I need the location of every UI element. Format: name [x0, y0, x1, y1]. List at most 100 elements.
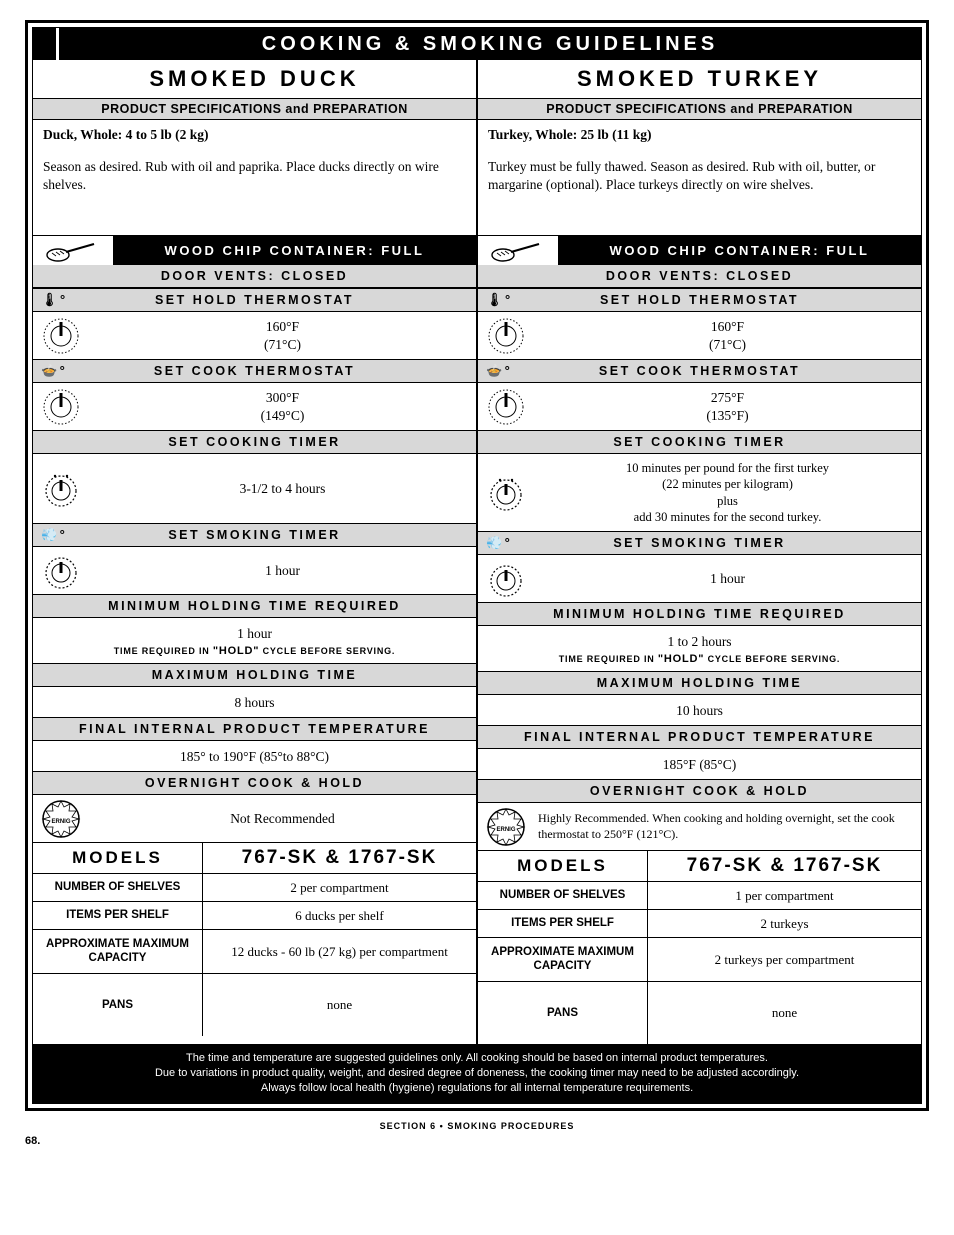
- turkey-items-val: 2 turkeys: [648, 910, 921, 937]
- turkey-cook-therm-header: 🍲°SET COOK THERMOSTAT: [478, 360, 921, 383]
- duck-overnight-header: OVERNIGHT COOK & HOLD: [33, 772, 476, 795]
- turkey-models-row: MODELS 767-SK & 1767-SK: [478, 851, 921, 882]
- duck-smoke-timer-header: 💨°SET SMOKING TIMER: [33, 524, 476, 547]
- thermostat-icon: 🌡°: [486, 292, 513, 308]
- scoop-icon: [33, 236, 113, 265]
- duck-cook-timer-val: 3-1/2 to 4 hours: [89, 474, 476, 504]
- duck-hold-therm-val: 160°F(71°C): [89, 312, 476, 359]
- duck-capacity-label: APPROXIMATE MAXIMUM CAPACITY: [33, 930, 203, 973]
- duck-overnight-val: Not Recommended: [89, 804, 476, 834]
- svg-text:ERNIG: ERNIG: [496, 827, 515, 833]
- duck-wood-label: WOOD CHIP CONTAINER: FULL: [113, 236, 476, 265]
- dial-icon: [33, 386, 89, 428]
- turkey-smoke-timer-header: 💨°SET SMOKING TIMER: [478, 532, 921, 555]
- timer-icon: [33, 468, 89, 510]
- duck-spec-body: Duck, Whole: 4 to 5 lb (2 kg) Season as …: [33, 120, 476, 235]
- duck-spec-line: Duck, Whole: 4 to 5 lb (2 kg): [43, 127, 209, 142]
- turkey-min-hold-header: MINIMUM HOLDING TIME REQUIRED: [478, 603, 921, 626]
- dial-icon: [478, 315, 534, 357]
- turkey-overnight-val: Highly Recommended. When cooking and hol…: [534, 805, 921, 848]
- page-number: 68.: [25, 1135, 929, 1147]
- turkey-spec-text: Turkey must be fully thawed. Season as d…: [488, 158, 911, 194]
- duck-hold-therm-header: 🌡°SET HOLD THERMOSTAT: [33, 288, 476, 312]
- turkey-capacity-label: APPROXIMATE MAXIMUM CAPACITY: [478, 938, 648, 981]
- section-footer: SECTION 6 • SMOKING PROCEDURES: [25, 1121, 929, 1131]
- turkey-cook-timer-header: SET COOKING TIMER: [478, 431, 921, 454]
- duck-title: SMOKED DUCK: [33, 60, 476, 99]
- turkey-models-label: MODELS: [478, 851, 648, 881]
- duck-min-hold-header: MINIMUM HOLDING TIME REQUIRED: [33, 595, 476, 618]
- content-frame: COOKING & SMOKING GUIDELINES SMOKED DUCK…: [32, 27, 922, 1104]
- turkey-shelves-val: 1 per compartment: [648, 882, 921, 909]
- banner-title: COOKING & SMOKING GUIDELINES: [59, 28, 921, 60]
- turkey-spec-header: PRODUCT SPECIFICATIONS and PREPARATION: [478, 99, 921, 120]
- turkey-hold-therm-val: 160°F(71°C): [534, 312, 921, 359]
- turkey-smoke-timer-val: 1 hour: [534, 564, 921, 594]
- turkey-final-temp-header: FINAL INTERNAL PRODUCT TEMPERATURE: [478, 726, 921, 749]
- duck-cook-therm-val: 300°F(149°C): [89, 383, 476, 430]
- turkey-overnight-row: ERNIG Highly Recommended. When cooking a…: [478, 803, 921, 851]
- duck-cook-timer-row: 3-1/2 to 4 hours: [33, 454, 476, 524]
- thermostat-icon: 🌡°: [41, 292, 68, 308]
- duck-shelves-row: NUMBER OF SHELVES 2 per compartment: [33, 874, 476, 902]
- thermostat-icon: 🍲°: [41, 363, 67, 379]
- duck-models-label: MODELS: [33, 843, 203, 873]
- duck-capacity-row: APPROXIMATE MAXIMUM CAPACITY 12 ducks - …: [33, 930, 476, 974]
- turkey-wood-row: WOOD CHIP CONTAINER: FULL: [478, 235, 921, 265]
- duck-cook-timer-header: SET COOKING TIMER: [33, 431, 476, 454]
- overnight-badge-icon: ERNIG: [33, 797, 89, 841]
- duck-hold-therm-row: 160°F(71°C): [33, 312, 476, 360]
- turkey-max-hold-header: MAXIMUM HOLDING TIME: [478, 672, 921, 695]
- thermostat-icon: 🍲°: [486, 363, 512, 379]
- dial-icon: [33, 315, 89, 357]
- turkey-final-temp-val: 185°F (85°C): [478, 749, 921, 780]
- duck-cook-therm-row: 300°F(149°C): [33, 383, 476, 431]
- turkey-cook-timer-val: 10 minutes per pound for the first turke…: [534, 454, 921, 531]
- duck-final-temp-val: 185° to 190°F (85°to 88°C): [33, 741, 476, 772]
- disclaimer: The time and temperature are suggested g…: [33, 1044, 921, 1103]
- turkey-pans-label: PANS: [478, 982, 648, 1044]
- turkey-capacity-row: APPROXIMATE MAXIMUM CAPACITY 2 turkeys p…: [478, 938, 921, 982]
- turkey-column: SMOKED TURKEY PRODUCT SPECIFICATIONS and…: [478, 60, 921, 1044]
- duck-spec-header: PRODUCT SPECIFICATIONS and PREPARATION: [33, 99, 476, 120]
- turkey-models-val: 767-SK & 1767-SK: [648, 851, 921, 881]
- turkey-smoke-timer-row: 1 hour: [478, 555, 921, 603]
- turkey-shelves-row: NUMBER OF SHELVES 1 per compartment: [478, 882, 921, 910]
- duck-items-row: ITEMS PER SHELF 6 ducks per shelf: [33, 902, 476, 930]
- banner: COOKING & SMOKING GUIDELINES: [33, 28, 921, 60]
- duck-pans-val: none: [203, 974, 476, 1036]
- duck-items-label: ITEMS PER SHELF: [33, 902, 203, 929]
- duck-max-hold-header: MAXIMUM HOLDING TIME: [33, 664, 476, 687]
- turkey-cook-timer-row: 10 minutes per pound for the first turke…: [478, 454, 921, 532]
- timer-icon: [478, 472, 534, 514]
- turkey-title: SMOKED TURKEY: [478, 60, 921, 99]
- duck-column: SMOKED DUCK PRODUCT SPECIFICATIONS and P…: [33, 60, 478, 1044]
- turkey-spec-line: Turkey, Whole: 25 lb (11 kg): [488, 127, 652, 142]
- duck-min-hold-val: 1 hour TIME REQUIRED IN "HOLD" CYCLE BEF…: [33, 618, 476, 664]
- turkey-hold-therm-row: 160°F(71°C): [478, 312, 921, 360]
- turkey-items-label: ITEMS PER SHELF: [478, 910, 648, 937]
- duck-smoke-timer-row: 1 hour: [33, 547, 476, 595]
- smoke-icon: 💨°: [486, 535, 512, 551]
- turkey-cook-therm-val: 275°F(135°F): [534, 383, 921, 430]
- turkey-hold-therm-header: 🌡°SET HOLD THERMOSTAT: [478, 288, 921, 312]
- turkey-items-row: ITEMS PER SHELF 2 turkeys: [478, 910, 921, 938]
- columns: SMOKED DUCK PRODUCT SPECIFICATIONS and P…: [33, 60, 921, 1044]
- duck-shelves-label: NUMBER OF SHELVES: [33, 874, 203, 901]
- duck-final-temp-header: FINAL INTERNAL PRODUCT TEMPERATURE: [33, 718, 476, 741]
- turkey-shelves-label: NUMBER OF SHELVES: [478, 882, 648, 909]
- turkey-wood-label: WOOD CHIP CONTAINER: FULL: [558, 236, 921, 265]
- page-frame: COOKING & SMOKING GUIDELINES SMOKED DUCK…: [25, 20, 929, 1111]
- turkey-spec-body: Turkey, Whole: 25 lb (11 kg) Turkey must…: [478, 120, 921, 235]
- turkey-min-hold-val: 1 to 2 hours TIME REQUIRED IN "HOLD" CYC…: [478, 626, 921, 672]
- smoke-icon: 💨°: [41, 527, 67, 543]
- duck-models-val: 767-SK & 1767-SK: [203, 843, 476, 873]
- turkey-pans-val: none: [648, 982, 921, 1044]
- duck-shelves-val: 2 per compartment: [203, 874, 476, 901]
- timer-icon: [33, 550, 89, 592]
- turkey-cook-therm-row: 275°F(135°F): [478, 383, 921, 431]
- turkey-overnight-header: OVERNIGHT COOK & HOLD: [478, 780, 921, 803]
- duck-models-row: MODELS 767-SK & 1767-SK: [33, 843, 476, 874]
- duck-pans-label: PANS: [33, 974, 203, 1036]
- timer-icon: [478, 558, 534, 600]
